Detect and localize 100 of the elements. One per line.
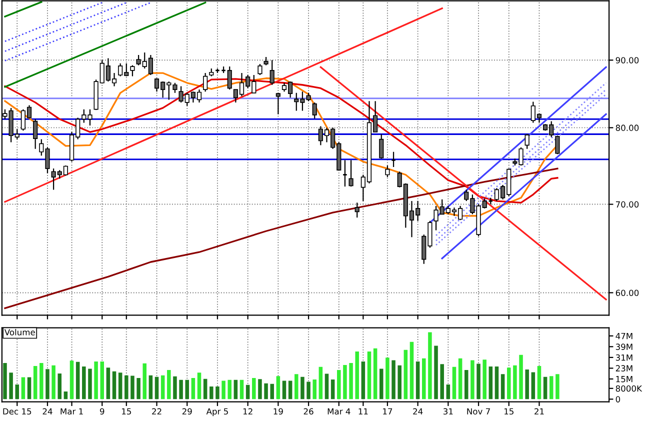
bar	[386, 358, 390, 400]
bar	[76, 362, 80, 400]
bar	[482, 360, 486, 400]
bar	[40, 362, 44, 400]
candlestick	[555, 135, 560, 155]
bar	[470, 360, 474, 400]
bar	[476, 364, 480, 400]
bar	[367, 352, 372, 400]
candlestick	[203, 72, 208, 92]
bar	[46, 369, 50, 400]
y-tick-label: 80.00	[616, 124, 639, 131]
bar	[64, 391, 68, 400]
candlestick	[258, 63, 262, 76]
bar	[94, 361, 98, 400]
y-tick-label: 47M	[616, 332, 632, 340]
y-tick-label: 70.00	[616, 201, 639, 208]
bar	[422, 358, 426, 400]
x-tick-label: 31	[444, 408, 453, 415]
bar	[246, 384, 250, 400]
bar	[513, 365, 517, 400]
x-tick-label: 22	[152, 408, 162, 414]
bar	[330, 380, 335, 400]
candlestick	[227, 66, 232, 90]
y-tick-label: 15M	[616, 376, 632, 382]
bar	[234, 380, 238, 400]
bar	[488, 366, 493, 400]
bar	[82, 366, 86, 400]
bar	[100, 361, 104, 400]
bar	[52, 365, 56, 400]
bar	[349, 362, 353, 400]
bar	[519, 354, 523, 400]
bar	[160, 375, 165, 400]
bar	[228, 380, 232, 400]
bar	[173, 376, 177, 400]
bar	[179, 380, 183, 400]
bar	[494, 366, 499, 400]
bar	[537, 366, 542, 400]
bar	[112, 371, 116, 400]
bar	[264, 383, 268, 400]
bar	[312, 380, 316, 400]
bar	[70, 360, 74, 400]
bar	[525, 370, 529, 400]
bar	[506, 368, 511, 400]
x-tick-label: 26	[304, 408, 314, 415]
candlestick	[33, 118, 38, 150]
bar	[154, 376, 159, 400]
x-tick-label: 15	[504, 408, 514, 415]
bar	[294, 374, 298, 400]
bar	[355, 352, 359, 400]
bar	[416, 361, 420, 400]
bar	[464, 370, 468, 400]
bar	[3, 362, 7, 400]
candlestick	[270, 60, 274, 86]
bar	[434, 346, 438, 400]
line-series	[4, 168, 558, 310]
bar	[148, 375, 153, 400]
bar	[136, 378, 140, 400]
candlestick	[524, 134, 530, 150]
x-tick-label: Mar 4	[328, 408, 350, 415]
x-tick-label: 24	[42, 408, 52, 414]
bar	[306, 382, 310, 400]
bar	[167, 370, 171, 400]
bar	[276, 376, 280, 400]
bar	[392, 360, 396, 400]
bar	[361, 361, 366, 400]
bar	[252, 378, 256, 400]
bar	[118, 372, 122, 400]
x-tick-label: 29	[182, 408, 192, 415]
candlestick	[130, 64, 135, 77]
x-tick-label: Nov 7	[467, 408, 490, 415]
x-tick-label: Dec 15	[3, 408, 32, 415]
candlestick	[348, 160, 354, 188]
x-tick-label: 24	[413, 408, 423, 414]
candlestick	[342, 160, 348, 188]
candlestick	[379, 134, 384, 160]
bar	[130, 376, 134, 400]
bar	[500, 374, 505, 400]
bar	[282, 380, 286, 400]
bar	[106, 368, 110, 400]
y-tick-label: 31M	[616, 354, 632, 361]
bar	[58, 373, 62, 400]
bar	[33, 366, 38, 400]
y-tick-label: 60.00	[616, 290, 639, 296]
x-tick-label: Mar 1	[60, 408, 83, 415]
bar	[142, 363, 146, 400]
bar	[324, 374, 329, 400]
bar	[9, 372, 13, 400]
x-tick-label: 19	[274, 408, 283, 415]
bar	[380, 368, 384, 400]
bar	[191, 378, 196, 400]
y-tick-label: 23M	[616, 365, 632, 372]
x-tick-label: Apr 5	[206, 408, 228, 416]
bar	[270, 384, 274, 400]
bar	[318, 366, 323, 400]
bar	[197, 372, 202, 400]
bar	[203, 378, 208, 400]
bar	[373, 348, 378, 400]
bar	[343, 364, 347, 400]
y-tick-label: 8000K	[616, 385, 642, 392]
candlestick	[390, 151, 396, 168]
